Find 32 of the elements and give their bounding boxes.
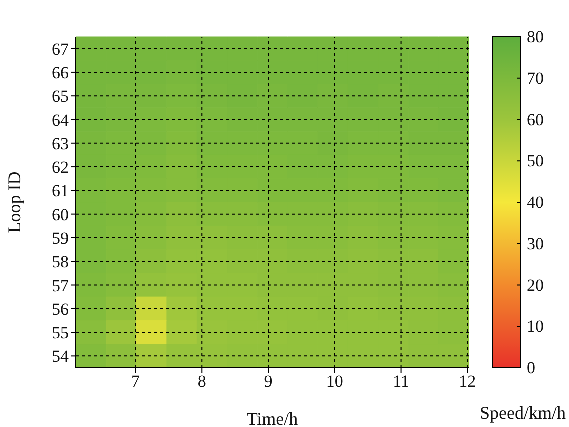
y-tick-label: 62 (52, 158, 69, 178)
x-axis-title: Time/h (246, 409, 298, 427)
y-tick-label: 58 (52, 252, 69, 272)
y-tick-label: 55 (52, 324, 69, 343)
y-tick-label: 60 (52, 205, 69, 224)
x-tick-label: 11 (393, 372, 410, 392)
color-bar-label: 80 (527, 28, 544, 46)
y-tick-label: 63 (52, 134, 69, 154)
color-bar-label: 30 (527, 234, 544, 254)
y-tick-label: 67 (52, 40, 70, 59)
y-tick-label: 57 (52, 276, 70, 296)
color-bar-label: 50 (527, 152, 544, 171)
x-tick-label: 8 (198, 372, 206, 392)
color-bar-title: Speed/km/h (480, 403, 566, 423)
x-tick-label: 7 (131, 372, 140, 392)
color-bar-label: 40 (527, 193, 544, 212)
color-bar-label: 20 (527, 276, 544, 295)
y-tick-label: 56 (52, 300, 69, 319)
color-bar-label: 10 (527, 317, 544, 336)
x-tick-label: 9 (264, 372, 273, 392)
color-bar-label: 70 (527, 68, 544, 88)
x-tick-label: 10 (326, 372, 344, 392)
y-tick-label: 54 (52, 347, 70, 366)
y-tick-label: 61 (52, 182, 69, 201)
y-tick-label: 65 (52, 87, 69, 106)
y-tick-label: 59 (52, 229, 69, 248)
color-bar-label: 0 (527, 358, 536, 378)
color-bar-label: 60 (527, 110, 544, 130)
y-tick-label: 66 (52, 64, 69, 82)
y-axis-title: Loop ID (4, 172, 24, 234)
x-tick-label: 12 (459, 372, 476, 392)
y-tick-label: 64 (52, 110, 70, 130)
